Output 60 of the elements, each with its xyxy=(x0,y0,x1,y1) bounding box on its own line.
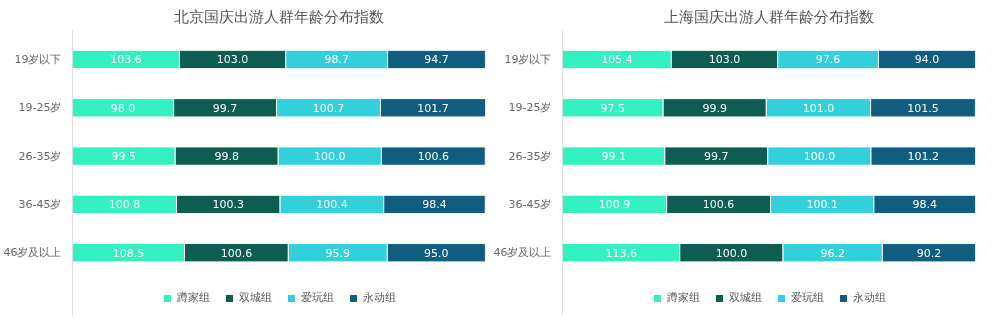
data-label: 95.9 xyxy=(325,246,351,260)
data-label: 97.5 xyxy=(600,101,626,115)
data-label: 100.7 xyxy=(312,101,345,115)
data-label: 100.3 xyxy=(212,198,245,212)
data-label: 100.9 xyxy=(598,198,631,212)
data-label: 99.7 xyxy=(212,101,238,115)
data-label: 100.6 xyxy=(417,150,450,164)
data-label: 100.6 xyxy=(220,246,253,260)
y-tick-label: 26-35岁 xyxy=(508,149,552,163)
y-tick-label: 19岁以下 xyxy=(504,52,552,66)
legend-label: 爱玩组 xyxy=(790,290,824,305)
legend-label: 蹲家组 xyxy=(666,290,700,305)
data-label: 105.4 xyxy=(601,53,633,67)
data-label: 99.8 xyxy=(214,150,239,164)
legend-label: 永动组 xyxy=(362,290,396,305)
legend-label: 爱玩组 xyxy=(300,290,334,305)
legend-label: 双城组 xyxy=(238,290,272,305)
y-tick-label: 19-25岁 xyxy=(18,101,62,115)
data-label: 98.4 xyxy=(912,198,937,212)
data-label: 97.6 xyxy=(815,53,841,67)
y-tick-label: 19岁以下 xyxy=(14,52,62,66)
data-label: 100.0 xyxy=(715,246,748,260)
data-label: 100.4 xyxy=(316,198,348,212)
data-label: 99.5 xyxy=(111,150,137,164)
data-label: 100.8 xyxy=(108,198,141,212)
data-label: 90.2 xyxy=(916,246,942,260)
data-label: 103.0 xyxy=(708,53,741,67)
data-label: 98.4 xyxy=(422,198,447,212)
y-tick-label: 46岁及以上 xyxy=(3,246,62,260)
y-tick-label: 46岁及以上 xyxy=(493,246,552,260)
legend-label: 永动组 xyxy=(852,290,886,305)
legend-label: 蹲家组 xyxy=(176,290,210,305)
chart-title: 北京国庆出游人群年龄分布指数 xyxy=(174,7,384,26)
data-label: 103.6 xyxy=(110,53,142,67)
y-tick-label: 26-35岁 xyxy=(18,149,62,163)
data-label: 100.0 xyxy=(803,150,836,164)
data-label: 103.0 xyxy=(216,53,249,67)
y-tick-label: 36-45岁 xyxy=(18,197,62,211)
data-label: 101.0 xyxy=(802,101,835,115)
data-label: 108.5 xyxy=(112,246,145,260)
data-label: 101.7 xyxy=(417,101,449,115)
data-label: 94.0 xyxy=(914,53,940,67)
legend-label: 双城组 xyxy=(728,290,762,305)
data-label: 101.5 xyxy=(907,101,939,115)
data-label: 100.1 xyxy=(806,198,838,212)
data-label: 96.2 xyxy=(820,246,845,260)
data-label: 101.2 xyxy=(907,150,940,164)
data-label: 94.7 xyxy=(424,53,449,67)
data-label: 98.0 xyxy=(110,101,136,115)
y-tick-label: 19-25岁 xyxy=(508,101,552,115)
data-label: 99.1 xyxy=(601,150,626,164)
data-label: 113.6 xyxy=(605,246,637,260)
data-label: 100.6 xyxy=(702,198,735,212)
data-label: 95.0 xyxy=(424,246,449,260)
data-label: 99.7 xyxy=(704,150,729,164)
data-label: 99.9 xyxy=(702,101,727,115)
data-label: 100.0 xyxy=(314,150,346,164)
data-label: 98.7 xyxy=(324,53,349,67)
chart-title: 上海国庆出游人群年龄分布指数 xyxy=(664,7,874,26)
y-tick-label: 36-45岁 xyxy=(508,197,552,211)
